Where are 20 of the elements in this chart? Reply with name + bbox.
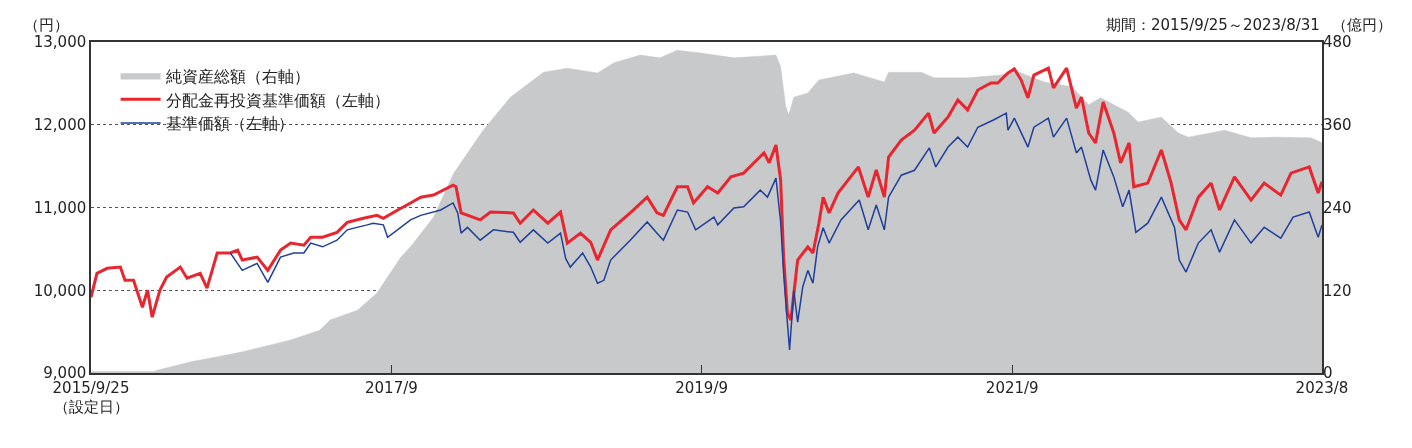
y-tick-label: 12,000 — [33, 116, 87, 134]
y-tick-label: 10,000 — [33, 281, 87, 300]
legend-label: 純資産総額（右軸） — [165, 66, 310, 86]
y2-axis-title: （億円） — [1332, 16, 1392, 34]
y2-tick-label: 120 — [1323, 281, 1352, 300]
x-tick-label: 2019/9 — [675, 378, 728, 397]
y2-tick-label: 240 — [1323, 198, 1352, 217]
line-series — [91, 66, 1322, 322]
x-tick-label: 2021/9 — [985, 378, 1039, 397]
x-tick-label: 2017/9 — [365, 378, 418, 397]
y-tick-label: 13,000 — [33, 33, 87, 52]
y2-tick-label: 480 — [1323, 33, 1352, 52]
y-axis-title: （円） — [24, 16, 69, 34]
x-tick-label: 2023/8 — [1295, 378, 1349, 397]
y2-tick-label: 360 — [1323, 116, 1352, 134]
y-tick-label: 11,000 — [33, 198, 87, 217]
legend-label: 分配金再投資基準価額（左軸） — [165, 90, 390, 110]
legend-label: 基準価額（左軸） — [165, 114, 294, 134]
text: 期間：2015/9/25～2023/8/31 — [1106, 16, 1320, 34]
line-series — [229, 112, 1322, 351]
